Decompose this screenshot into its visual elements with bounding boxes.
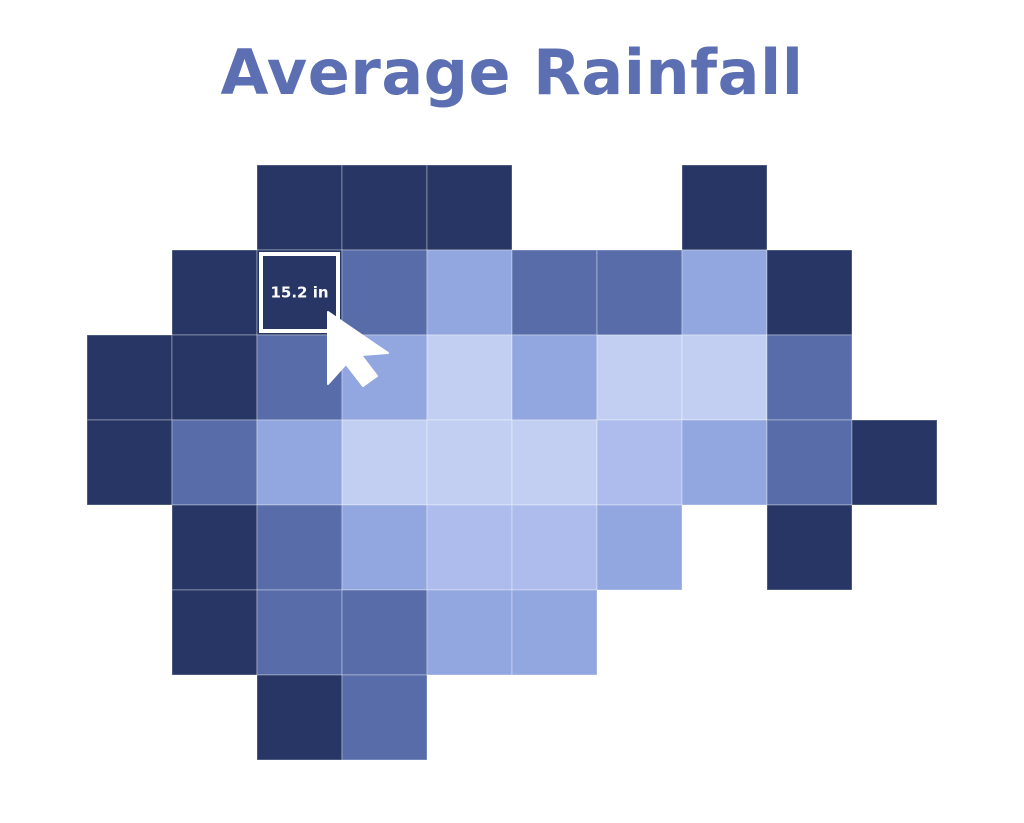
heatmap-cell-r4-c5[interactable] bbox=[511, 504, 598, 591]
heatmap-cell-r4-c1[interactable] bbox=[171, 504, 258, 591]
heatmap-cell-r3-c8[interactable] bbox=[766, 419, 853, 506]
heatmap-cell-r3-c9[interactable] bbox=[851, 419, 938, 506]
heatmap-cell-r1-c8[interactable] bbox=[766, 249, 853, 336]
heatmap-cell-r3-c2[interactable] bbox=[256, 419, 343, 506]
heatmap-cell-r2-c8[interactable] bbox=[766, 334, 853, 421]
heatmap-cell-r5-c5[interactable] bbox=[511, 589, 598, 676]
heatmap-cell-r2-c5[interactable] bbox=[511, 334, 598, 421]
cell-value-label: 15.2 in bbox=[270, 284, 328, 302]
heatmap-cell-r2-c6[interactable] bbox=[596, 334, 683, 421]
heatmap-cell-r4-c2[interactable] bbox=[256, 504, 343, 591]
heatmap-cell-r3-c3[interactable] bbox=[341, 419, 428, 506]
heatmap-cell-r0-c4[interactable] bbox=[426, 164, 513, 251]
heatmap-cell-r4-c8[interactable] bbox=[766, 504, 853, 591]
heatmap-cell-r3-c5[interactable] bbox=[511, 419, 598, 506]
arrow-cursor-icon bbox=[327, 311, 389, 387]
heatmap-cell-r5-c3[interactable] bbox=[341, 589, 428, 676]
heatmap-cell-r3-c7[interactable] bbox=[681, 419, 768, 506]
heatmap-cell-r0-c2[interactable] bbox=[256, 164, 343, 251]
heatmap-cell-r5-c1[interactable] bbox=[171, 589, 258, 676]
chart-title: Average Rainfall bbox=[220, 36, 804, 109]
heatmap-cell-r1-c4[interactable] bbox=[426, 249, 513, 336]
heatmap-cell-r4-c3[interactable] bbox=[341, 504, 428, 591]
heatmap-cell-r0-c3[interactable] bbox=[341, 164, 428, 251]
heatmap-cell-r6-c2[interactable] bbox=[256, 674, 343, 761]
heatmap-cell-r2-c7[interactable] bbox=[681, 334, 768, 421]
heatmap-cell-r1-c5[interactable] bbox=[511, 249, 598, 336]
heatmap-cell-r1-c3[interactable] bbox=[341, 249, 428, 336]
heatmap-cell-r3-c1[interactable] bbox=[171, 419, 258, 506]
arrow-cursor-shape bbox=[327, 311, 389, 387]
heatmap-cell-r4-c4[interactable] bbox=[426, 504, 513, 591]
heatmap-cell-r5-c2[interactable] bbox=[256, 589, 343, 676]
heatmap-cell-r2-c1[interactable] bbox=[171, 334, 258, 421]
heatmap-cell-r5-c4[interactable] bbox=[426, 589, 513, 676]
heatmap-cell-r1-c7[interactable] bbox=[681, 249, 768, 336]
heatmap-cell-r1-c1[interactable] bbox=[171, 249, 258, 336]
heatmap-cell-r1-c6[interactable] bbox=[596, 249, 683, 336]
heatmap-cell-r2-c4[interactable] bbox=[426, 334, 513, 421]
heatmap-cell-r0-c7[interactable] bbox=[681, 164, 768, 251]
heatmap-cell-r2-c0[interactable] bbox=[86, 334, 173, 421]
heatmap-cell-r3-c6[interactable] bbox=[596, 419, 683, 506]
heatmap-cell-r3-c0[interactable] bbox=[86, 419, 173, 506]
heatmap-cell-r4-c6[interactable] bbox=[596, 504, 683, 591]
heatmap-cell-r6-c3[interactable] bbox=[341, 674, 428, 761]
heatmap-cell-r3-c4[interactable] bbox=[426, 419, 513, 506]
hovered-cell-highlight[interactable] bbox=[259, 252, 340, 333]
